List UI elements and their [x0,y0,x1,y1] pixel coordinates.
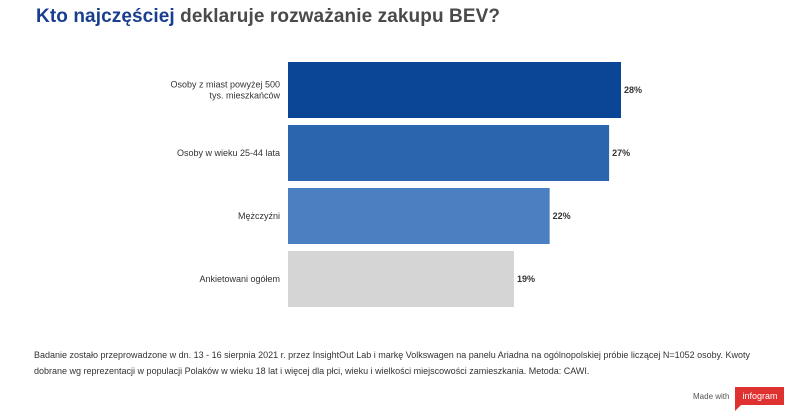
bar-4[interactable] [288,251,514,307]
category-label-3: Mężczyźni [238,211,280,221]
category-label-4: Ankietowani ogółem [199,274,280,284]
bar-chart: Osoby z miast powyżej 500 tys. mieszkańcó… [170,62,642,307]
made-with-label: Made with [693,391,730,401]
category-label-1: Osoby z miast powyżej 500 tys. mieszkańcó… [170,80,280,101]
footnote: Badanie zostało przeprowadzone w dn. 13 … [34,350,751,376]
value-label-1: 28% [624,85,642,95]
category-label-2: Osoby w wieku 25-44 lata [177,148,280,158]
made-with-infogram[interactable]: Made with infogram [693,386,785,411]
chart-title-rest: deklaruje rozważanie zakupu BEV? [174,6,501,27]
bar-3[interactable] [288,188,550,244]
bar-1[interactable] [288,62,621,118]
value-label-4: 19% [517,274,535,284]
infogram-logo[interactable]: infogram [735,387,785,411]
bar-2[interactable] [288,125,610,181]
value-label-2: 27% [612,148,630,158]
value-label-3: 22% [553,211,571,221]
chart-title: Kto najczęściej deklaruje rozważanie zak… [36,6,500,28]
chart-title-highlight: Kto najczęściej [36,6,175,27]
